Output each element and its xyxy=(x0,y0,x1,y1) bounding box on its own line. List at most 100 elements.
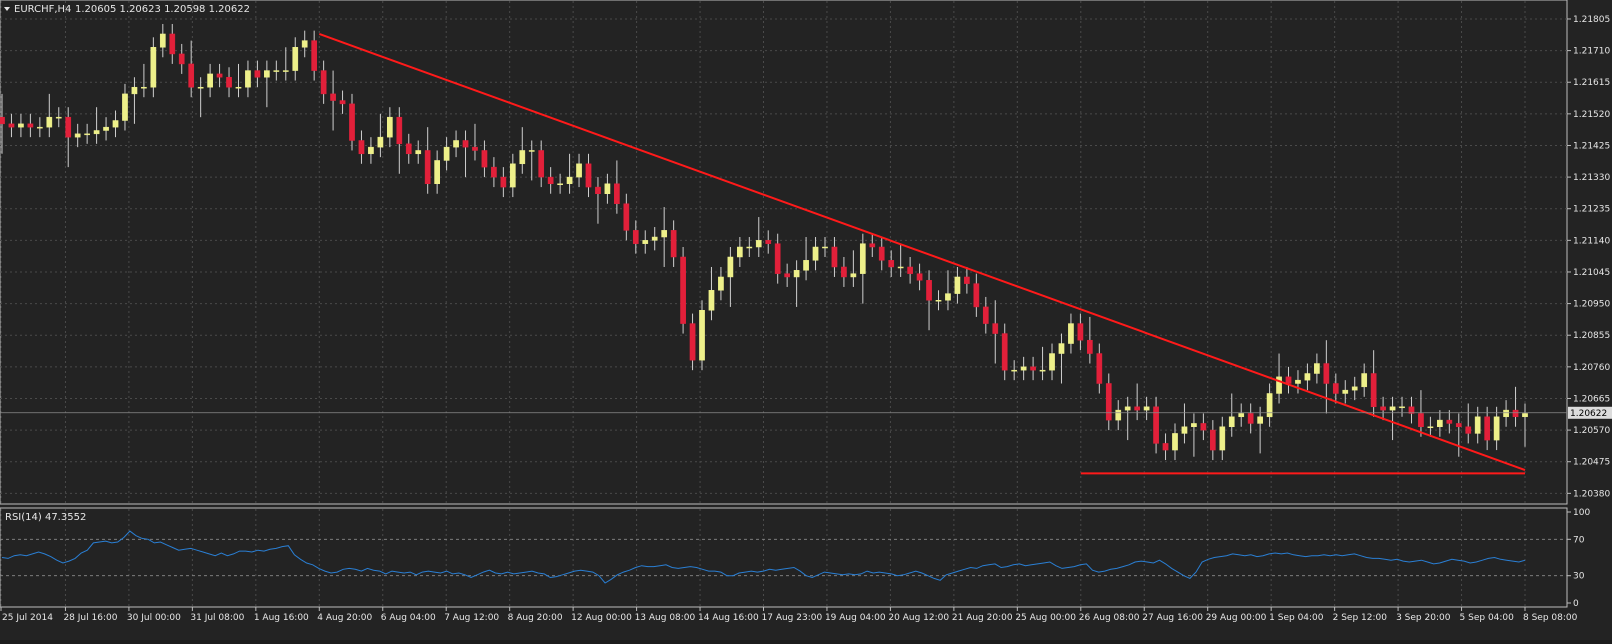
candle-up xyxy=(434,160,440,185)
symbol-menu-icon[interactable] xyxy=(4,7,10,11)
price-tick-label: 1.20665 xyxy=(1573,394,1610,404)
candle-down xyxy=(358,140,365,155)
candle-down xyxy=(491,166,497,178)
candle-down xyxy=(1209,429,1216,451)
candle-up xyxy=(1437,419,1443,428)
candle-up xyxy=(519,150,526,165)
candle-down xyxy=(1446,419,1453,424)
candle-down xyxy=(680,256,686,324)
time-tick-label: 14 Aug 16:00 xyxy=(698,613,759,623)
candle-up xyxy=(112,120,119,128)
symbol-label: EURCHF,H4 xyxy=(14,4,71,15)
time-tick-label: 8 Aug 20:00 xyxy=(508,613,563,623)
candle-up xyxy=(122,93,128,121)
candle-up xyxy=(1191,423,1197,428)
time-tick-label: 28 Jul 16:00 xyxy=(63,613,117,623)
candle-down xyxy=(396,116,403,145)
price-tick-label: 1.21520 xyxy=(1573,110,1610,120)
rsi-axis: 100 70 30 0 xyxy=(1567,508,1590,609)
candle-down xyxy=(226,76,232,88)
candle-down xyxy=(632,230,639,244)
candle-down xyxy=(0,116,5,125)
candle-up xyxy=(1276,376,1282,394)
candle-up xyxy=(245,70,251,88)
candle-up xyxy=(141,86,147,89)
candle-down xyxy=(878,246,885,261)
price-tick-label: 1.21330 xyxy=(1573,173,1610,183)
rsi-label: RSI(14) 47.3552 xyxy=(5,512,86,523)
candle-up xyxy=(1172,433,1178,451)
candle-up xyxy=(103,126,109,131)
time-tick-label: 2 Sep 12:00 xyxy=(1333,613,1388,623)
candle-up xyxy=(207,73,213,88)
candle-down xyxy=(784,273,791,278)
candle-up xyxy=(718,276,724,291)
svg-text:1.20622: 1.20622 xyxy=(1570,409,1607,419)
candle-up xyxy=(822,246,828,249)
candle-up xyxy=(746,246,753,249)
candle-up xyxy=(1058,343,1065,354)
candle-down xyxy=(500,176,507,188)
candle-down xyxy=(1370,373,1377,408)
candle-up xyxy=(36,126,43,129)
candle-up xyxy=(528,150,535,152)
time-tick-label: 30 Jul 00:00 xyxy=(127,613,181,623)
candle-down xyxy=(1001,333,1008,371)
price-tick-label: 1.21805 xyxy=(1573,15,1610,25)
candle-up xyxy=(642,240,649,244)
candle-down xyxy=(330,93,336,101)
candle-up xyxy=(566,176,573,185)
time-tick-label: 17 Aug 23:00 xyxy=(762,613,823,623)
candle-down xyxy=(216,73,223,78)
candle-up xyxy=(1039,369,1046,372)
price-tick-label: 1.21235 xyxy=(1573,205,1610,215)
candle-down xyxy=(1465,426,1472,434)
candle-up xyxy=(273,70,280,72)
candle-down xyxy=(916,273,923,281)
candle-down xyxy=(538,150,545,178)
rsi-series xyxy=(0,530,1567,584)
candle-up xyxy=(292,47,299,71)
candle-down xyxy=(65,116,72,138)
candle-up xyxy=(1143,406,1150,411)
candle-up xyxy=(661,230,668,238)
candle-up xyxy=(793,270,800,278)
candle-up xyxy=(415,150,422,155)
candle-down xyxy=(907,266,913,274)
candle-up xyxy=(1020,366,1027,371)
candle-down xyxy=(424,150,431,185)
rsi-tick-label: 0 xyxy=(1573,599,1579,609)
candle-up xyxy=(850,273,857,278)
time-tick-label: 25 Aug 00:00 xyxy=(1015,613,1076,623)
candle-down xyxy=(1096,353,1103,384)
candle-up xyxy=(945,293,951,301)
candle-up xyxy=(1219,426,1226,451)
candle-down xyxy=(254,70,261,78)
price-tick-label: 1.20475 xyxy=(1573,458,1610,468)
candle-up xyxy=(1389,406,1396,411)
candle-down xyxy=(481,150,488,168)
grid xyxy=(0,1,1567,606)
time-tick-label: 4 Aug 20:00 xyxy=(317,613,372,623)
candle-down xyxy=(1134,406,1141,411)
price-tick-label: 1.20760 xyxy=(1573,363,1610,373)
candle-down xyxy=(405,143,412,155)
trendline xyxy=(318,33,1526,471)
candle-down xyxy=(462,140,469,148)
candle-down xyxy=(1105,383,1112,421)
candle-up xyxy=(859,243,866,274)
candle-down xyxy=(1455,423,1462,428)
candle-up xyxy=(736,246,743,258)
candle-down xyxy=(765,240,772,244)
candle-down xyxy=(8,123,15,128)
candle-down xyxy=(623,203,630,231)
candle-up xyxy=(576,163,582,178)
candles xyxy=(0,23,1528,461)
time-tick-label: 3 Sep 20:00 xyxy=(1396,613,1451,623)
candle-down xyxy=(1484,416,1491,441)
candle-down xyxy=(1408,406,1415,414)
candle-down xyxy=(1332,383,1339,394)
candle-down xyxy=(992,323,999,334)
time-tick-label: 31 Jul 08:00 xyxy=(190,613,244,623)
